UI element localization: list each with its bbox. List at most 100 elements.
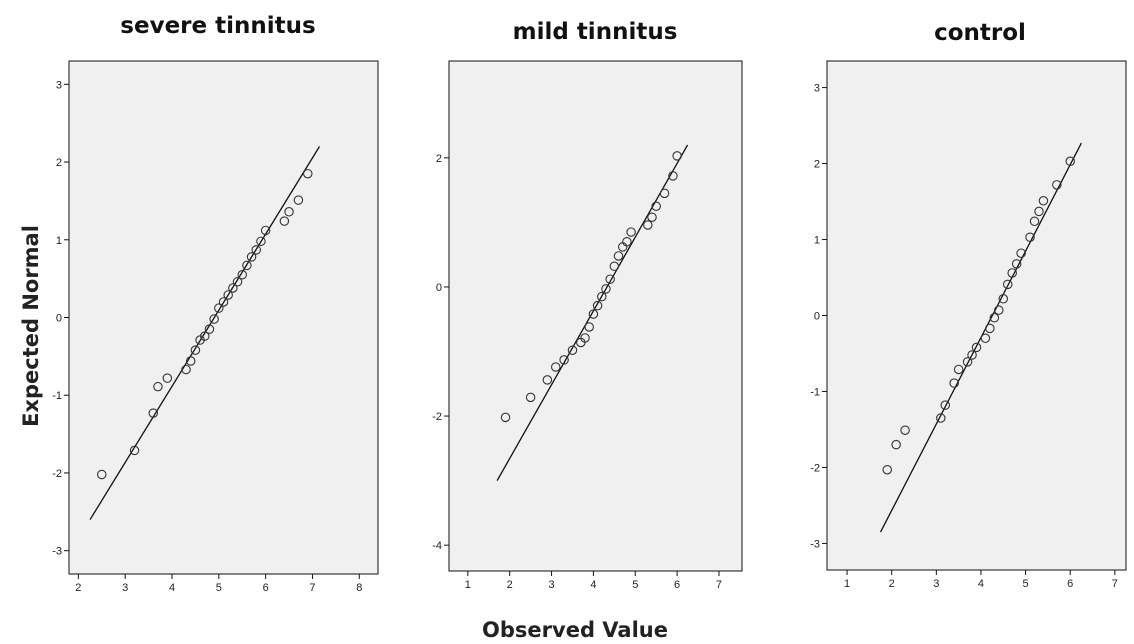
data-point [542,375,553,385]
data-point [279,216,290,226]
x-tick-label: 6 [263,582,269,594]
data-point [613,251,624,261]
panel-title: control [934,20,1026,46]
data-point [153,381,163,392]
data-point [643,220,653,230]
data-point [237,269,247,280]
chart-panel-2: mild tinnitus -4 -2 0 2 1 2 3 4 5 6 7 [432,19,743,591]
x-tick-label: 7 [716,579,722,591]
data-point [185,356,196,366]
data-point [962,357,973,367]
data-point [940,400,951,410]
y-tick-label: -4 [432,540,442,552]
y-tick-label: 3 [814,83,820,95]
y-tick-label: -2 [52,468,62,480]
data-point [223,290,233,300]
x-tick-label: 1 [844,578,850,590]
y-tick-label: -1 [810,386,820,398]
chart-panel-3: control -3 -2 -1 0 1 2 3 1 2 3 4 5 6 7 [810,20,1127,590]
x-tick-label: 4 [978,578,984,590]
x-tick-label: 8 [356,582,362,594]
x-tick-label: 5 [632,579,638,591]
x-tick-label: 6 [1067,578,1073,590]
data-point [1002,279,1013,290]
y-tick-label: 0 [56,313,62,325]
data-point [1034,206,1044,217]
data-point [651,201,661,212]
data-point [609,261,620,272]
data-point [622,237,632,247]
y-tick-label: 2 [56,157,62,169]
data-point [994,305,1004,315]
data-point [559,355,569,365]
data-point [218,297,229,307]
x-tick-label: 6 [674,579,680,591]
data-point [209,314,219,324]
data-point [1052,180,1062,190]
data-point [980,333,991,344]
plot-area [826,60,1127,571]
data-point [284,207,294,217]
x-tick-label: 2 [889,578,895,590]
data-point [181,364,191,375]
data-point [605,274,615,284]
y-tick-label: -3 [52,546,62,558]
reference-line [496,144,689,481]
reference-line [89,146,321,520]
x-tick-label: 3 [933,578,939,590]
data-point [1029,216,1040,227]
data-point [228,283,238,293]
x-tick-label: 4 [590,579,596,591]
data-point [1025,232,1035,243]
y-tick-label: -3 [810,538,820,550]
plot-area [448,60,743,572]
data-point [588,309,599,319]
data-point [971,342,982,353]
data-point [936,413,946,423]
data-point [584,322,594,332]
data-point [672,151,682,161]
y-tick-label: 0 [814,311,820,323]
x-tick-label: 5 [216,582,222,594]
x-tick-label: 3 [548,579,554,591]
data-point [500,412,511,423]
chart-panels: severe tinnitus -3 -2 -1 0 1 2 3 2 3 4 5 6 7 8 mild tin… [52,13,1127,594]
x-tick-label: 5 [1023,578,1029,590]
data-point [626,227,636,237]
data-point [525,392,536,403]
data-point [668,171,678,181]
y-tick-label: 1 [56,235,62,247]
data-point [967,350,977,360]
y-tick-label: 2 [436,153,442,165]
data-point [985,323,995,334]
data-point [162,373,173,383]
data-point [246,252,257,262]
data-point [232,276,243,287]
data-point [601,284,611,294]
data-point [567,345,578,355]
data-point [597,291,607,302]
data-point [647,212,657,222]
data-point [953,364,964,375]
data-point [659,188,670,199]
data-point [214,303,224,313]
data-point [592,300,603,311]
data-point [200,331,210,341]
data-point [1011,259,1022,269]
data-point [204,324,215,334]
x-tick-label: 7 [309,582,315,594]
data-point [303,168,313,179]
y-tick-label: -1 [52,390,62,402]
y-tick-label: 3 [56,79,62,91]
data-point [260,225,271,236]
data-point [900,425,910,435]
data-point [148,408,159,418]
chart-panel-1: severe tinnitus -3 -2 -1 0 1 2 3 2 3 4 5 6 7 8 [52,13,379,594]
y-tick-label: 1 [814,235,820,247]
data-point [580,333,590,343]
data-point [949,378,959,388]
data-point [1038,196,1049,206]
x-tick-label: 2 [507,579,513,591]
panel-title: severe tinnitus [120,13,315,39]
